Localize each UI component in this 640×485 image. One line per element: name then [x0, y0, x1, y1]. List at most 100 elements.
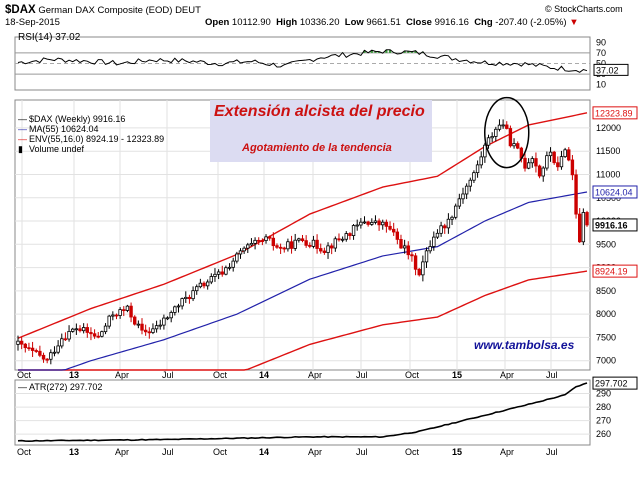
- price-value-box: [592, 218, 638, 232]
- candle-body: [421, 261, 425, 276]
- candle-body: [567, 149, 571, 161]
- candle-body: [147, 331, 152, 334]
- candle-body: [158, 324, 162, 327]
- candle-body: [118, 309, 122, 316]
- price-x-tick-label: Apr: [500, 370, 514, 380]
- brand-logo: © StockCharts.com: [545, 4, 623, 14]
- low-value: 9661.51: [366, 17, 401, 28]
- candle-body: [216, 271, 221, 275]
- candle-body: [370, 222, 374, 225]
- candle-body: [428, 246, 432, 252]
- candle-body: [406, 245, 410, 256]
- candle-body: [402, 245, 407, 249]
- candle-body: [468, 179, 472, 187]
- candle-body: [103, 325, 108, 333]
- candle-body: [92, 333, 97, 337]
- candle-body: [337, 238, 341, 241]
- atr-x-tick-label: Apr: [115, 447, 129, 457]
- candle-body: [286, 241, 290, 250]
- candle-body: [173, 306, 177, 313]
- exchange: DEUT: [175, 5, 201, 16]
- candle-body: [366, 221, 370, 225]
- atr-x-tick-label: 13: [69, 447, 79, 457]
- candle-body: [515, 143, 520, 149]
- price-x-tick-label: Oct: [213, 370, 228, 380]
- price-legend-entry: Volume undef: [29, 144, 85, 154]
- candle-body: [494, 128, 498, 137]
- candle-body: [249, 243, 254, 246]
- candle-body: [563, 149, 567, 158]
- chart-date: 18-Sep-2015: [5, 17, 60, 28]
- candle-body: [136, 323, 141, 326]
- rsi-y-tick-label: 90: [596, 37, 606, 47]
- atr-y-tick-label: 280: [596, 402, 611, 412]
- rsi-legend: RSI(14) 37.02: [18, 32, 81, 43]
- candle-body: [187, 296, 192, 300]
- price-legend-entry: ENV(55,16.0) 8924.19 - 12323.89: [29, 134, 164, 144]
- atr-panel-frame: [14, 379, 591, 446]
- price-value-label: 9916.16: [595, 220, 628, 230]
- price-x-tick-label: 13: [69, 370, 79, 380]
- candle-body: [282, 247, 286, 250]
- candle-body: [143, 329, 148, 333]
- atr-y-tick-label: 290: [596, 389, 611, 399]
- candle-body: [523, 157, 527, 169]
- candle-body: [453, 205, 458, 218]
- candle-body: [326, 245, 330, 253]
- candle-body: [381, 221, 385, 226]
- candle-body: [220, 271, 224, 275]
- price-x-tick-label: Jul: [162, 370, 174, 380]
- candle-body: [89, 332, 93, 335]
- candle-body: [413, 255, 418, 270]
- candle-body: [435, 232, 440, 238]
- candle-body: [293, 239, 297, 249]
- price-value-box: [592, 106, 638, 120]
- atr-legend: — ATR(272) 297.702: [18, 382, 102, 392]
- candle-body: [351, 225, 356, 236]
- candle-body: [362, 221, 367, 224]
- price-x-tick-label: 14: [259, 370, 269, 380]
- candle-body: [329, 245, 334, 249]
- chg-label: Chg: [474, 17, 493, 28]
- candle-body: [315, 239, 319, 249]
- candle-body: [526, 162, 531, 169]
- candle-body: [67, 331, 71, 340]
- candle-body: [559, 156, 564, 168]
- candle-body: [242, 247, 246, 252]
- close-label: Close: [406, 17, 432, 28]
- candle-body: [373, 220, 378, 223]
- candle-body: [581, 212, 586, 243]
- candle-body: [231, 260, 235, 268]
- price-value-label: 10624.04: [595, 187, 633, 197]
- rsi-value-box: [593, 63, 629, 76]
- candle-body: [377, 220, 381, 226]
- price-legend-icon: —: [18, 114, 27, 124]
- candle-body: [23, 343, 27, 349]
- chg-value: -207.40 (-2.05%): [495, 17, 567, 28]
- candle-body: [184, 296, 188, 300]
- candle-body: [275, 245, 279, 248]
- candle-body: [111, 314, 115, 317]
- atr-value-box: [592, 376, 638, 390]
- price-value-label: 12323.89: [595, 108, 633, 118]
- candle-body: [322, 250, 327, 253]
- ohlc-row: Open 10112.90 High 10336.20 Low 9661.51 …: [205, 17, 579, 28]
- candle-body: [472, 172, 476, 181]
- candle-body: [289, 241, 294, 249]
- candle-body: [297, 238, 301, 241]
- candle-body: [475, 164, 480, 174]
- annotation-box: [210, 100, 432, 162]
- candle-body: [545, 155, 549, 169]
- candle-body: [300, 238, 305, 242]
- candle-body: [384, 221, 389, 227]
- candle-body: [34, 350, 38, 352]
- candle-body: [205, 281, 210, 287]
- security-name: German DAX Composite (EOD): [38, 5, 173, 16]
- candle-body: [534, 158, 538, 167]
- price-legend-icon: —: [18, 124, 27, 134]
- candle-body: [74, 328, 79, 331]
- candle-body: [45, 358, 49, 361]
- candle-body: [81, 327, 86, 332]
- price-value-label: 8924.19: [595, 267, 628, 277]
- candle-body: [530, 158, 534, 164]
